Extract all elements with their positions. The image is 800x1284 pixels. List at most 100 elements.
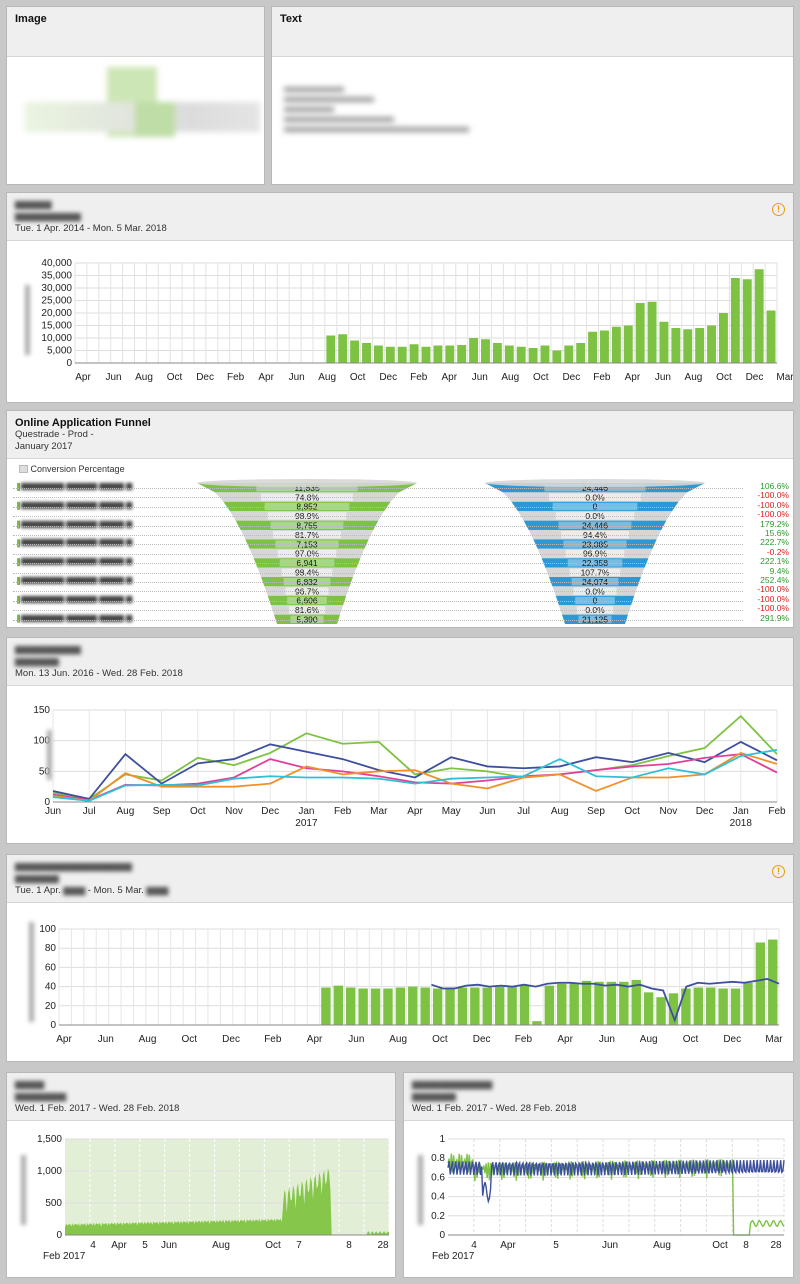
x-tick-label: Dec [723, 1034, 741, 1045]
bar [350, 340, 360, 363]
warning-icon[interactable]: ! [772, 203, 785, 216]
right-funnel-highlight [567, 559, 623, 567]
left-funnel-segment [274, 614, 340, 624]
chart3-header: ▆▆▆▆▆▆▆▆▆ ▆▆▆▆▆▆ Mon. 13 Jun. 2016 - Wed… [7, 638, 793, 686]
y-tick-label: 0.2 [431, 1211, 445, 1222]
bar [482, 987, 492, 1025]
bar [743, 982, 753, 1025]
right-funnel-value: 94.4% [583, 530, 608, 540]
bar [519, 985, 530, 1025]
x-axis-title: Feb 2017 [432, 1251, 475, 1262]
x-tick-label: 5 [142, 1240, 148, 1251]
change-percentage: 291.9% [760, 612, 789, 623]
x-tick-label: Apr [625, 372, 641, 383]
left-funnel-value: 98.4% [295, 568, 320, 578]
right-funnel-highlight [555, 512, 635, 520]
x-tick-label: Jan [298, 806, 314, 817]
blurred-axis-title [29, 922, 34, 1022]
right-funnel-highlight [573, 587, 617, 595]
right-funnel-value: 107.7% [581, 568, 610, 578]
bar [338, 334, 348, 363]
bar [397, 346, 407, 363]
bar [693, 987, 704, 1025]
x-tick-label: Apr [500, 1240, 516, 1251]
x-tick-label: Oct [624, 806, 640, 817]
bar [333, 985, 344, 1025]
warning-icon[interactable]: ! [772, 865, 785, 878]
step-marker [17, 577, 20, 585]
change-percentage: -0.2% [766, 546, 789, 557]
funnel-sub1: Questrade - Prod - [15, 429, 94, 440]
funnel-title: Online Application Funnel [15, 417, 151, 429]
left-funnel-highlight [270, 521, 344, 529]
left-funnel-value: 74.8% [295, 492, 320, 502]
step-marker [17, 501, 20, 510]
blurred-step-name: ▆▆▆▆▆▆▆ ▆▆▆▆▆ ▆▆▆▆ ▆ [21, 612, 133, 622]
chart6-date-range: Wed. 1 Feb. 2017 - Wed. 28 Feb. 2018 [412, 1103, 577, 1114]
chart1-subtitle: ▆▆▆▆▆▆▆▆▆ [15, 211, 81, 222]
x-tick-label: Apr [56, 1034, 72, 1045]
bar [321, 987, 331, 1025]
x-tick-label: Oct [683, 1034, 699, 1045]
funnel-legend[interactable]: Conversion Percentage [19, 464, 125, 474]
step-marker [17, 595, 20, 604]
x-tick-label: Oct [182, 1034, 198, 1045]
bar [494, 986, 505, 1025]
bar [766, 310, 776, 363]
left-funnel-segment [223, 501, 391, 512]
x-tick-label: Mar [765, 1034, 783, 1045]
bar [445, 345, 455, 363]
row-divider [13, 600, 743, 602]
left-funnel-value: 8,755 [296, 521, 318, 531]
right-funnel-value: 0.0% [585, 605, 605, 615]
year-label: 2017 [295, 818, 318, 829]
step-marker [17, 614, 20, 623]
x-tick-label: Oct [167, 372, 183, 383]
row-divider [13, 535, 743, 536]
left-funnel-highlight [281, 568, 333, 576]
x-tick-label: Mar [370, 806, 388, 817]
chart6-title: ▆▆▆▆▆▆▆▆▆▆▆ [412, 1079, 493, 1090]
series-line [52, 751, 778, 802]
left-funnel-highlight [290, 615, 324, 623]
y-tick-label: 30,000 [41, 283, 72, 294]
x-tick-label: Aug [640, 1034, 658, 1045]
right-funnel-highlight [569, 568, 621, 576]
blurred-axis-title [418, 1155, 423, 1225]
x-tick-label: Jun [602, 1240, 618, 1251]
right-funnel-top [485, 479, 705, 487]
x-tick-label: Jan [733, 806, 749, 817]
x-tick-label: Jun [348, 1034, 364, 1045]
row-divider [13, 563, 743, 565]
bar [707, 325, 717, 363]
chart4-title: ▆▆▆▆▆▆▆▆▆▆▆▆▆▆▆▆ [15, 861, 132, 872]
right-funnel-value: 0 [593, 596, 598, 606]
x-tick-label: Sep [587, 806, 605, 817]
funnel-header: Online Application Funnel Questrade - Pr… [7, 411, 793, 459]
funnel-row: ▆▆▆▆▆▆▆ ▆▆▆▆▆ ▆▆▆▆ ▆ 222.7% [7, 537, 793, 547]
chart1-panel: ▆▆▆▆▆ ▆▆▆▆▆▆▆▆▆ Tue. 1 Apr. 2014 - Mon. … [6, 192, 794, 403]
change-percentage: -100.0% [757, 593, 789, 604]
x-tick-label: Aug [389, 1034, 407, 1045]
blurred-step-name: ▆▆▆▆▆▆▆ ▆▆▆▆▆ ▆▆▆▆ ▆ [21, 593, 133, 603]
chart3-date-range: Mon. 13 Jun. 2016 - Wed. 28 Feb. 2018 [15, 668, 183, 679]
y-tick-label: 0 [44, 797, 50, 808]
left-funnel-highlight [267, 512, 347, 520]
left-funnel-highlight [261, 493, 353, 501]
left-funnel-segment [245, 539, 369, 549]
right-funnel-segment [562, 614, 628, 624]
x-tick-label: Oct [432, 1034, 448, 1045]
bar [481, 339, 490, 363]
bar [346, 987, 356, 1025]
right-funnel-value: 0 [593, 502, 598, 512]
chart4-subtitle: ▆▆▆▆▆▆ [15, 873, 59, 884]
bar [647, 301, 657, 363]
y-tick-label: 5,000 [47, 346, 72, 357]
x-tick-label: 8 [346, 1240, 352, 1251]
x-tick-label: Apr [111, 1240, 127, 1251]
left-funnel-value: 6,606 [296, 596, 318, 606]
bar [635, 303, 645, 363]
x-tick-label: 8 [743, 1240, 749, 1251]
x-tick-label: Oct [265, 1240, 281, 1251]
x-tick-label: Apr [258, 372, 274, 383]
